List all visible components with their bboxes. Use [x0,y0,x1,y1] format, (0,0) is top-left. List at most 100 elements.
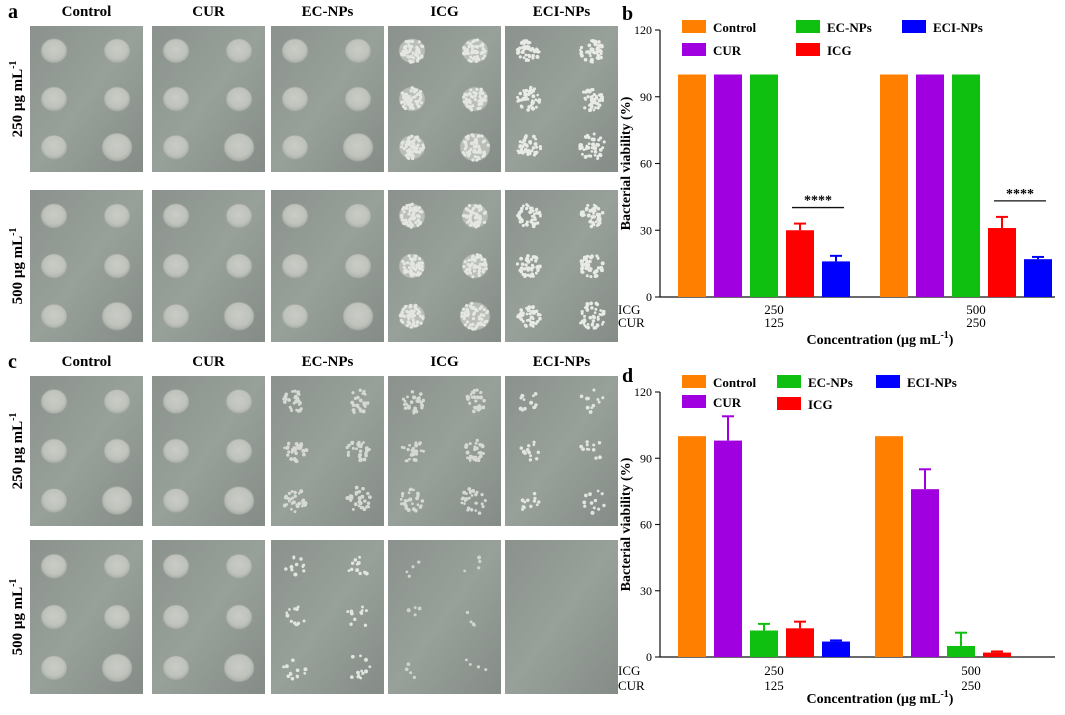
colony-dot [596,324,600,328]
colony [101,653,133,683]
colony-dot [588,492,592,496]
colony-dot [598,455,602,459]
colony-dot [518,91,523,96]
colony-dot [535,457,539,461]
bar-cur-500 [916,74,944,297]
colony-dot [587,90,592,94]
colony-dot [527,92,531,96]
colony-dot [301,564,305,568]
colony-dot [538,144,542,149]
colony-dot [516,149,520,153]
colony-dot [410,103,414,107]
colony-dot [589,501,594,505]
colony-dot [464,101,468,105]
legend-label-icg: ICG [808,397,833,412]
colony-dot [523,97,527,101]
colony-dot [410,145,415,149]
colony-dot [464,497,469,501]
colony-dot [293,510,297,514]
colony-dot [526,152,530,156]
column-label-cur: CUR [192,354,225,370]
colony-dot [412,142,416,146]
plate-icg-1 [388,540,501,694]
colony-dot [401,494,404,498]
colony-dot [519,269,524,274]
colony-dot [588,208,593,213]
colony [223,486,255,515]
colony [284,555,306,577]
colony-dot [416,503,420,507]
colony-dot [283,395,287,399]
colony [103,389,131,414]
colony-dot [366,401,370,405]
colony-dot [358,459,362,463]
colony-dot [522,398,526,401]
column-label-eci-nps: ECI-NPs [533,354,591,370]
colony-dot [588,410,593,414]
colony-dot [525,312,529,316]
colony-dot [467,264,471,268]
colony-dot [407,43,411,47]
colony-dot [515,47,520,52]
colony-dot [525,144,529,148]
colony-dot [466,398,470,401]
group-icg-label: 500 [966,302,986,317]
colony-dot [357,489,362,494]
colony-dot [401,501,406,506]
colony-dot [527,53,531,57]
colony-dot [419,89,423,94]
colony-dot [524,134,528,138]
legend-label-ec-nps: EC-NPs [808,375,853,390]
colony-dot [518,406,523,411]
colony-dot [287,450,291,454]
colony-dot [529,400,534,405]
colony-dot [403,51,407,55]
colony-dot [366,501,371,506]
colony [162,38,190,64]
colony-dot [465,320,470,324]
colony-dot [353,617,357,622]
colony-dot [303,503,307,507]
colony-dot [462,45,466,50]
colony [579,203,605,229]
colony-dot [463,323,468,327]
colony-dot [579,212,584,217]
colony-dot [296,408,301,413]
colony-dot [361,392,365,396]
plate-icg-0 [388,376,501,526]
colony-dot [589,301,593,306]
colony-dot [404,459,408,463]
colony-dot [476,665,481,669]
chart-d: d 0 30 60 90 120 Bacterial viability (%) Contro… [618,365,1055,707]
colony-dot [474,215,478,220]
colony-dot [364,609,368,613]
colony [398,38,426,64]
colony-dot [475,438,479,443]
colony-dot [293,573,296,576]
colony-dot [529,86,533,90]
colony-dot [484,668,488,672]
colony-dot [535,150,539,154]
plate-control-1 [30,540,143,694]
colony [281,253,309,279]
y-axis-title: Bacterial viability (%) [619,457,634,591]
colony-dot [483,95,487,99]
colony-dot [364,571,369,576]
colony-dot [525,46,530,51]
colony-dot [478,442,482,447]
colony-dot [465,308,469,312]
colony-dot [467,44,471,49]
colony [465,610,476,627]
colony-dot [596,302,600,306]
colony [225,438,253,464]
colony-dot [476,155,480,159]
colony [579,301,606,330]
colony-dot [357,504,361,508]
colony-dot [523,500,527,504]
colony-dot [402,446,406,450]
colony-dot [588,103,592,107]
colony [281,203,309,229]
colony-dot [520,206,524,211]
colony-dot [407,94,411,99]
colony-dot [296,390,301,394]
